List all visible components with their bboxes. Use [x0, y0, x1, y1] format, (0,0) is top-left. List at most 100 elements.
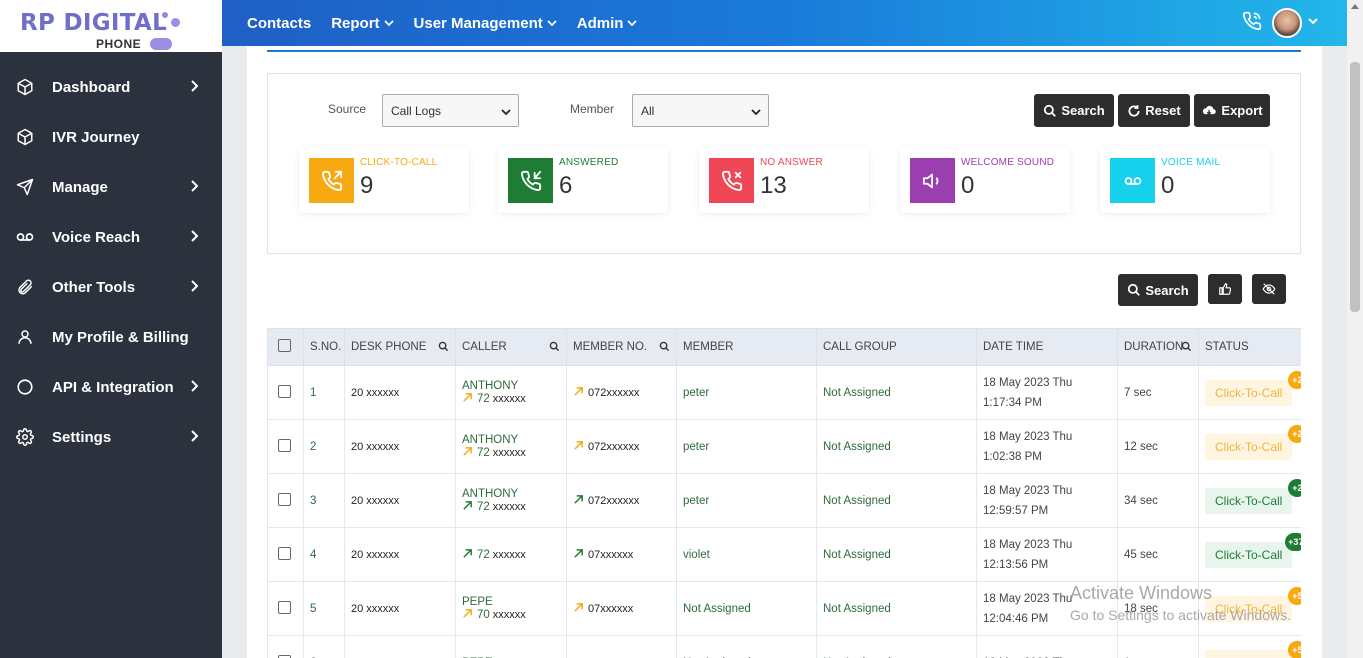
search-icon[interactable]: [1181, 341, 1192, 355]
column-header-member[interactable]: MEMBER: [676, 328, 817, 366]
sidebar-item-settings[interactable]: Settings: [0, 412, 222, 462]
table-row[interactable]: 4 20 xxxxxx 72 xxxxxx 07 xxxxxx violet N…: [267, 527, 1301, 582]
search-icon[interactable]: [438, 341, 449, 355]
logo[interactable]: RP DIGITAL PHONE: [0, 0, 222, 52]
sidebar-item-manage[interactable]: Manage: [0, 162, 222, 212]
status-badge[interactable]: Click-To-Call +2: [1205, 424, 1301, 460]
export-button[interactable]: Export: [1194, 94, 1270, 127]
member-number[interactable]: 072 xxxxxx: [573, 494, 639, 508]
column-header-label: MEMBER: [683, 341, 734, 353]
search-icon[interactable]: [549, 341, 560, 355]
chevron-right-icon: [190, 179, 200, 197]
column-header-duration[interactable]: DURATION: [1117, 328, 1199, 366]
chevron-down-icon[interactable]: [1307, 14, 1319, 32]
phone-call-icon[interactable]: [1242, 11, 1262, 36]
stat-card-welcome-sound[interactable]: WELCOME SOUND 0: [900, 147, 1070, 213]
topnav-user-management[interactable]: User Management: [414, 15, 557, 32]
member-masked: xxxxxx: [606, 494, 640, 507]
call-group-cell: Not Assigned: [816, 635, 977, 658]
table-search-button[interactable]: Search: [1118, 274, 1198, 306]
column-header-label: MEMBER NO.: [573, 341, 648, 353]
source-select[interactable]: Call Logs: [382, 94, 519, 127]
duration-cell: 12 sec: [1117, 419, 1199, 474]
scroll-up-arrow[interactable]: [1351, 4, 1359, 9]
call-group: Not Assigned: [823, 657, 891, 658]
column-header-s-no[interactable]: S.NO.: [303, 328, 345, 366]
row-checkbox[interactable]: [278, 492, 291, 506]
search-button[interactable]: Search: [1034, 94, 1114, 127]
reset-button[interactable]: Reset: [1118, 94, 1190, 127]
table-row[interactable]: 1 20 xxxxxx ANTHONY 72 xxxxxx 072 xxxxxx…: [267, 365, 1301, 420]
status-badge[interactable]: Click-To-Call +2: [1205, 478, 1301, 514]
member-number[interactable]: 07 xxxxxx: [573, 602, 633, 616]
caller-number[interactable]: 72 xxxxxx: [462, 392, 526, 406]
column-header-status[interactable]: STATUS: [1198, 328, 1301, 366]
hide-columns-button[interactable]: [1252, 274, 1286, 304]
stat-card-click-to-call[interactable]: CLICK-TO-CALL 9: [299, 147, 469, 213]
stat-value: 13: [760, 172, 787, 199]
chevron-right-icon: [190, 279, 200, 297]
status-badge[interactable]: Click-To-Call +2: [1205, 370, 1301, 406]
status-badge[interactable]: Click-To-Call +5: [1205, 586, 1301, 622]
table-row[interactable]: 5 20 xxxxxx PEPE 70 xxxxxx 07 xxxxxx Not…: [267, 581, 1301, 636]
caller-cell: 72 xxxxxx: [455, 527, 567, 582]
sidebar-item-other-tools[interactable]: Other Tools: [0, 262, 222, 312]
topnav-admin[interactable]: Admin: [577, 15, 638, 32]
windows-activation-watermark: Activate Windows Go to Settings to activ…: [1070, 583, 1291, 623]
sidebar-item-my-profile-billing[interactable]: My Profile & Billing: [0, 312, 222, 362]
member-number[interactable]: 07 xxxxxx: [573, 548, 633, 562]
row-checkbox[interactable]: [278, 600, 291, 614]
serial-number: 5: [310, 602, 317, 615]
caller-number[interactable]: 70 xxxxxx: [462, 608, 526, 622]
row-checkbox[interactable]: [278, 384, 291, 398]
member-cell: peter: [676, 473, 817, 528]
table-row[interactable]: 3 20 xxxxxx ANTHONY 72 xxxxxx 072 xxxxxx…: [267, 473, 1301, 528]
stat-card-no-answer[interactable]: NO ANSWER 13: [699, 147, 869, 213]
status-badge[interactable]: Click-To-Call +5: [1205, 640, 1301, 658]
search-icon[interactable]: [659, 341, 670, 355]
gear-icon: [16, 428, 34, 446]
scrollbar-thumb[interactable]: [1350, 62, 1360, 312]
member-number[interactable]: 072 xxxxxx: [573, 440, 639, 454]
call-direction-arrow-icon: [462, 500, 477, 514]
sidebar-item-dashboard[interactable]: Dashboard: [0, 62, 222, 112]
row-checkbox[interactable]: [278, 654, 291, 658]
column-header-call-group[interactable]: CALL GROUP: [816, 328, 977, 366]
row-checkbox[interactable]: [278, 438, 291, 452]
sidebar-item-voice-reach[interactable]: Voice Reach: [0, 212, 222, 262]
call-direction-arrow-icon: [462, 608, 477, 622]
select-all-checkbox[interactable]: [278, 339, 291, 352]
table-row[interactable]: 6 203287906 PEPE Not Assigned Not Assign…: [267, 635, 1301, 658]
like-button[interactable]: [1208, 274, 1242, 304]
column-header-member-no[interactable]: MEMBER NO.: [566, 328, 677, 366]
date-time-cell: 18 May 2023 Thu 12:59:57 PM: [976, 473, 1118, 528]
stat-card-answered[interactable]: ANSWERED 6: [498, 147, 668, 213]
stat-label: CLICK-TO-CALL: [360, 157, 438, 168]
status-cell: Click-To-Call +2: [1198, 419, 1301, 474]
stat-card-voice-mail[interactable]: VOICE MAIL 0: [1100, 147, 1270, 213]
column-header-label: DURATION: [1124, 341, 1184, 353]
topnav-report[interactable]: Report: [331, 15, 394, 32]
status-cell: Click-To-Call +2: [1198, 473, 1301, 528]
caller-number[interactable]: 72 xxxxxx: [462, 548, 526, 562]
member-select[interactable]: All: [632, 94, 769, 127]
row-checkbox[interactable]: [278, 546, 291, 560]
user-avatar[interactable]: [1272, 8, 1302, 38]
call-group-cell: Not Assigned: [816, 473, 977, 528]
member-number[interactable]: 072 xxxxxx: [573, 386, 639, 400]
status-badge[interactable]: Click-To-Call +37: [1205, 532, 1301, 568]
member-cell: peter: [676, 419, 817, 474]
caller-prefix: 72: [477, 446, 490, 459]
page-scrollbar[interactable]: [1347, 0, 1363, 658]
topnav-contacts[interactable]: Contacts: [247, 15, 311, 32]
column-header-caller[interactable]: CALLER: [455, 328, 567, 366]
caller-number[interactable]: 72 xxxxxx: [462, 446, 526, 460]
table-row[interactable]: 2 20 xxxxxx ANTHONY 72 xxxxxx 072 xxxxxx…: [267, 419, 1301, 474]
user-icon: [16, 328, 34, 346]
sidebar-item-ivr-journey[interactable]: IVR Journey: [0, 112, 222, 162]
sidebar-item-api-integration[interactable]: API & Integration: [0, 362, 222, 412]
column-header-desk-phone[interactable]: DESK PHONE: [344, 328, 456, 366]
column-header-date-time[interactable]: DATE TIME: [976, 328, 1118, 366]
desk-phone-cell: 20 xxxxxx: [344, 419, 456, 474]
caller-number[interactable]: 72 xxxxxx: [462, 500, 526, 514]
